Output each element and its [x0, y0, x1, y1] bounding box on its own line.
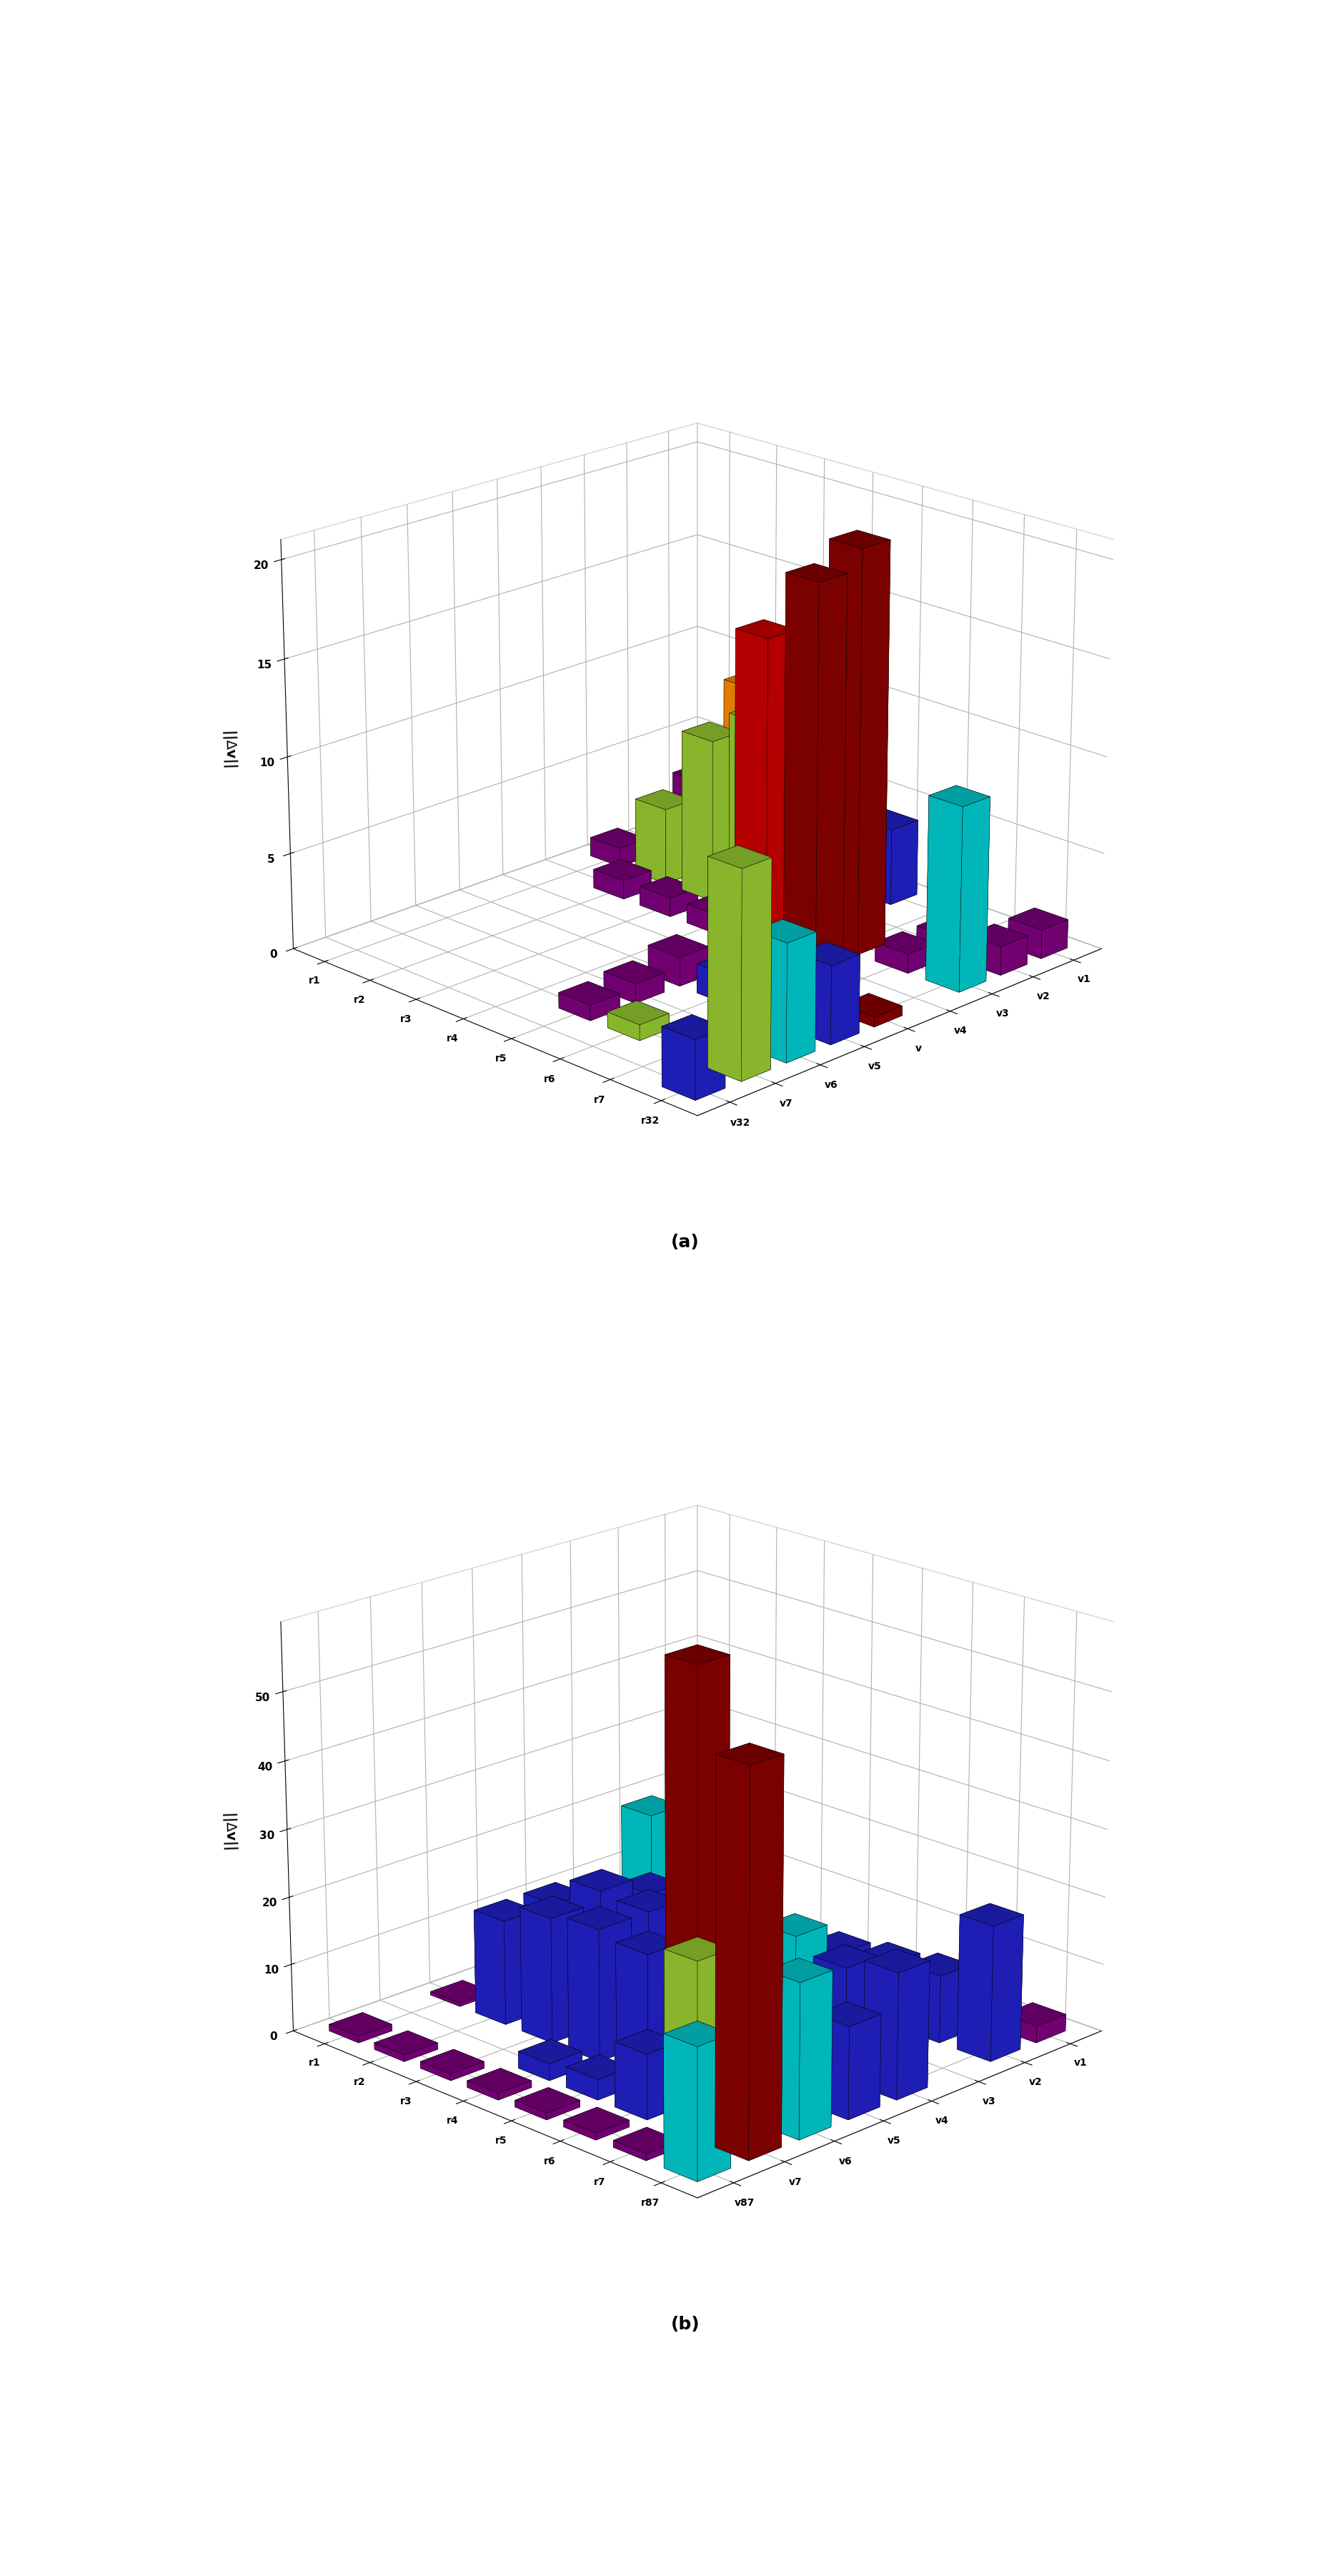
Text: (a): (a) [671, 1234, 699, 1249]
Text: (b): (b) [671, 2316, 699, 2331]
